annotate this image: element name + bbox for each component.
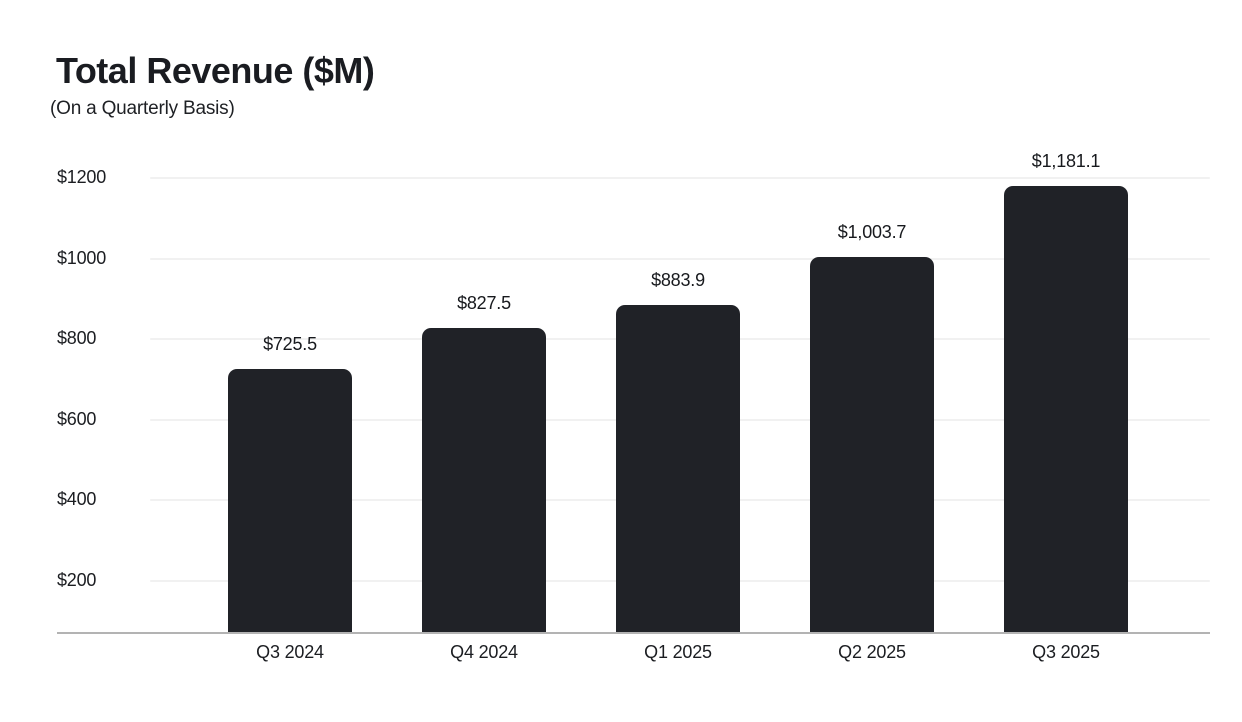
x-tick-label-q4-2024: Q4 2024 bbox=[450, 642, 518, 662]
y-tick-label-1000: $1000 bbox=[57, 247, 107, 268]
y-tick-label-800: $800 bbox=[57, 328, 97, 349]
x-tick-label-q1-2025: Q1 2025 bbox=[644, 642, 712, 662]
y-tick-label-1200: $1200 bbox=[57, 167, 107, 187]
bar-value-label-q1-2025: $883.9 bbox=[651, 270, 705, 291]
y-tick-label-200: $200 bbox=[57, 570, 97, 590]
bar-value-label-q2-2025: $1,003.7 bbox=[837, 222, 907, 243]
gridline-1000 bbox=[150, 257, 1210, 260]
x-tick-label-q3-2025: Q3 2025 bbox=[1032, 642, 1100, 662]
bar-q1-2025 bbox=[616, 305, 740, 633]
bar-q2-2025 bbox=[810, 257, 934, 633]
chart-subtitle: (On a Quarterly Basis) bbox=[50, 98, 235, 119]
bar-q4-2024 bbox=[422, 328, 546, 633]
x-axis-line bbox=[57, 632, 1210, 634]
y-tick-label-400: $400 bbox=[57, 489, 97, 510]
x-tick-label-q3-2024: Q3 2024 bbox=[256, 642, 324, 662]
gridline-1200 bbox=[150, 177, 1210, 179]
bar-q3-2024 bbox=[228, 369, 352, 633]
y-tick-label-600: $600 bbox=[57, 408, 97, 429]
chart-title: Total Revenue ($M) bbox=[56, 50, 375, 91]
bar-value-label-q3-2024: $725.5 bbox=[263, 334, 317, 355]
x-tick-label-q2-2025: Q2 2025 bbox=[838, 642, 906, 662]
bar-value-label-q3-2025: $1,181.1 bbox=[1031, 150, 1101, 171]
bar-q3-2025 bbox=[1004, 185, 1128, 633]
bar-value-label-q4-2024: $827.5 bbox=[457, 293, 511, 314]
